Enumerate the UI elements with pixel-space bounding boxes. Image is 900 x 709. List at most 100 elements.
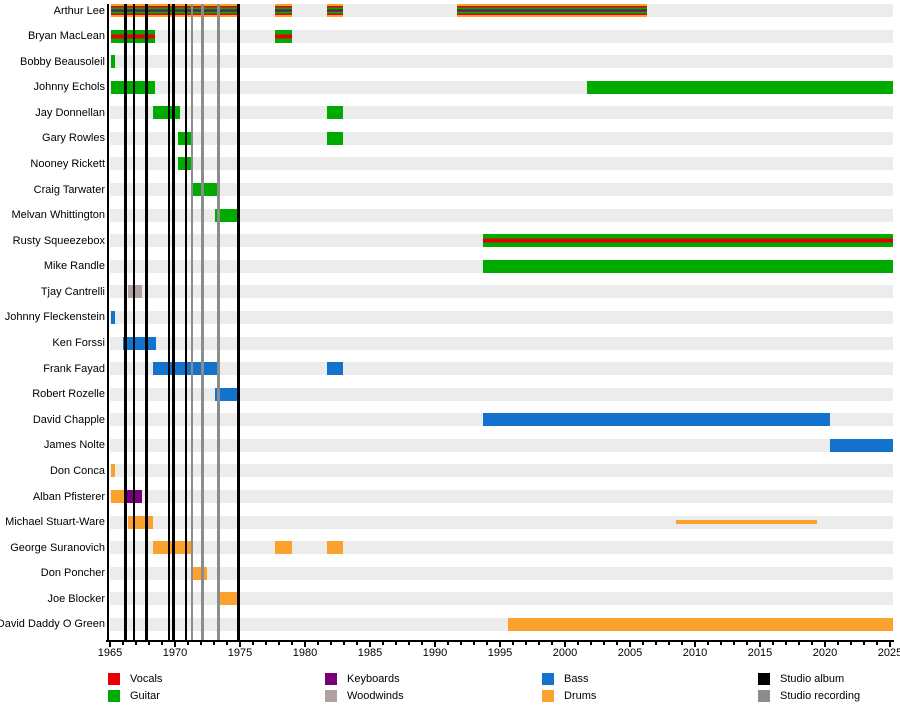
x-axis-minor-tick <box>382 642 384 645</box>
x-axis-minor-tick <box>863 642 865 645</box>
x-axis-minor-tick <box>486 642 488 645</box>
x-axis-minor-tick <box>707 642 709 645</box>
member-label: Bobby Beausoleil <box>19 55 105 68</box>
studio-recording-line <box>201 4 204 640</box>
row-band <box>110 183 893 197</box>
member-label: Gary Rowles <box>42 132 105 145</box>
member-label: Don Conca <box>49 464 105 477</box>
x-axis-minor-tick <box>395 642 397 645</box>
legend-swatch-keyboards <box>325 673 337 685</box>
x-axis-minor-tick <box>603 642 605 645</box>
member-bar <box>128 285 143 299</box>
x-axis-major-tick <box>109 642 111 647</box>
studio-album-line <box>237 4 240 640</box>
legend-swatch-vocals <box>108 673 120 685</box>
member-bar <box>587 80 893 94</box>
x-axis-tick-label: 1970 <box>162 647 188 659</box>
x-axis-major-tick <box>239 642 241 647</box>
x-axis-tick-label: 1965 <box>97 647 123 659</box>
studio-recording-line <box>190 4 194 640</box>
member-label: Ken Forssi <box>52 337 105 350</box>
member-bar <box>110 4 240 17</box>
row-band <box>110 310 893 324</box>
row-band <box>110 464 893 478</box>
studio-recording-line <box>217 4 220 640</box>
member-label: Bryan MacLean <box>27 30 105 43</box>
x-axis-major-tick <box>564 642 566 647</box>
row-band <box>110 29 893 43</box>
x-axis-tick-label: 2010 <box>682 647 708 659</box>
row-band <box>110 336 893 350</box>
x-axis-minor-tick <box>343 642 345 645</box>
studio-album-line <box>184 4 188 640</box>
member-label: George Suranovich <box>10 541 105 554</box>
x-axis-major-tick <box>174 642 176 647</box>
x-axis-major-tick <box>499 642 501 647</box>
member-bar <box>275 29 292 43</box>
x-axis-minor-tick <box>226 642 228 645</box>
legend-label: Studio recording <box>780 690 861 702</box>
row-band <box>110 208 893 222</box>
legend-label: Vocals <box>130 673 163 685</box>
x-axis-minor-tick <box>460 642 462 645</box>
member-label: Michael Stuart-Ware <box>5 516 105 529</box>
x-axis-major-tick <box>759 642 761 647</box>
member-bar <box>507 617 893 631</box>
x-axis-minor-tick <box>538 642 540 645</box>
x-axis-minor-tick <box>668 642 670 645</box>
x-axis-minor-tick <box>200 642 202 645</box>
x-axis-minor-tick <box>551 642 553 645</box>
member-label: Frank Fayad <box>43 362 105 375</box>
x-axis-minor-tick <box>655 642 657 645</box>
member-label: Don Poncher <box>40 567 105 580</box>
member-label: Mike Randle <box>43 260 105 273</box>
member-label: Craig Tarwater <box>33 183 105 196</box>
x-axis-major-tick <box>434 642 436 647</box>
legend-label: Bass <box>564 673 589 685</box>
x-axis-minor-tick <box>135 642 137 645</box>
x-axis-minor-tick <box>512 642 514 645</box>
row-band <box>110 592 893 606</box>
x-axis-minor-tick <box>187 642 189 645</box>
x-axis-tick-label: 2005 <box>617 647 643 659</box>
x-axis-tick-label: 2000 <box>552 647 578 659</box>
x-axis-minor-tick <box>278 642 280 645</box>
member-label: Johnny Echols <box>33 81 105 94</box>
legend-label: Woodwinds <box>347 690 404 702</box>
x-axis-tick-label: 1985 <box>357 647 383 659</box>
x-axis-minor-tick <box>616 642 618 645</box>
member-bar <box>483 259 893 273</box>
x-axis-major-tick <box>629 642 631 647</box>
x-axis-minor-tick <box>850 642 852 645</box>
x-axis-minor-tick <box>720 642 722 645</box>
x-axis-minor-tick <box>577 642 579 645</box>
x-axis-major-tick <box>824 642 826 647</box>
x-axis-minor-tick <box>681 642 683 645</box>
member-bar <box>830 438 893 452</box>
studio-album-line <box>172 4 175 640</box>
member-bar <box>327 362 343 376</box>
member-label: Robert Rozelle <box>32 388 105 401</box>
member-label: Johnny Fleckenstein <box>4 311 105 324</box>
member-bar <box>327 541 343 555</box>
x-axis-tick-label: 1980 <box>292 647 318 659</box>
legend-label: Studio album <box>780 673 845 685</box>
studio-album-line <box>124 4 127 640</box>
x-axis-minor-tick <box>213 642 215 645</box>
member-label: David Chapple <box>32 413 105 426</box>
x-axis-major-tick <box>694 642 696 647</box>
member-label: James Nolte <box>43 439 105 452</box>
x-axis-line <box>106 640 894 642</box>
member-bar <box>327 106 343 120</box>
x-axis-minor-tick <box>473 642 475 645</box>
member-bar <box>216 592 239 606</box>
x-axis-minor-tick <box>876 642 878 645</box>
member-label: Joe Blocker <box>47 592 105 605</box>
x-axis-minor-tick <box>161 642 163 645</box>
x-axis-minor-tick <box>356 642 358 645</box>
legend-swatch-drums <box>542 690 554 702</box>
x-axis-tick-label: 2015 <box>747 647 773 659</box>
x-axis-minor-tick <box>811 642 813 645</box>
studio-album-line <box>145 4 148 640</box>
